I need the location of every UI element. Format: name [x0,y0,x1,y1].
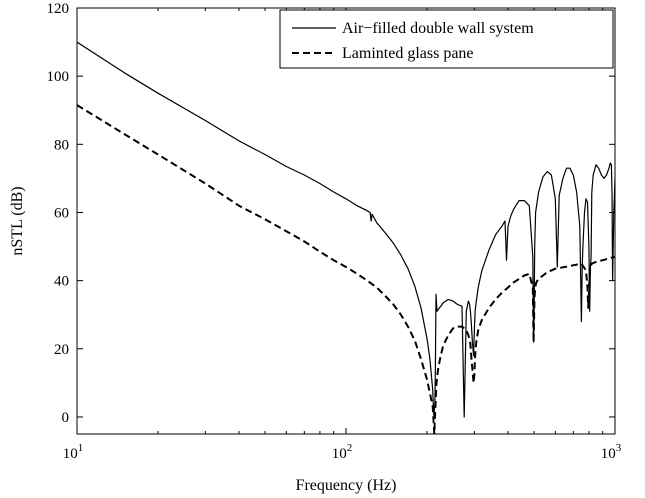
y-tick-label: 80 [54,137,69,153]
legend-label-2: Laminted glass pane [342,45,474,62]
y-tick-label: 0 [62,410,70,426]
y-tick-label: 100 [47,69,70,85]
plot-area [76,7,616,435]
legend-box [279,9,614,69]
x-axis-label: Frequency (Hz) [296,477,397,494]
legend-label-1: Air−filled double wall system [342,20,534,37]
y-tick-label: 120 [47,1,70,17]
y-tick-label: 40 [54,274,69,290]
series-line-2 [77,104,615,434]
legend: Air−filled double wall system Laminted gl… [279,9,614,69]
series-layer [77,41,615,434]
x-tick-label: 103 [601,442,622,462]
y-tick-label: 60 [54,205,69,221]
x-tick-label: 102 [332,442,353,462]
y-axis-label: nSTL (dB) [9,186,26,255]
y-tick-label: 20 [54,342,69,358]
series-line-1 [77,41,615,418]
x-tick-label: 101 [63,442,84,462]
ticks-layer: 0 20 40 60 80 100 120 101 102 103 [47,1,622,462]
